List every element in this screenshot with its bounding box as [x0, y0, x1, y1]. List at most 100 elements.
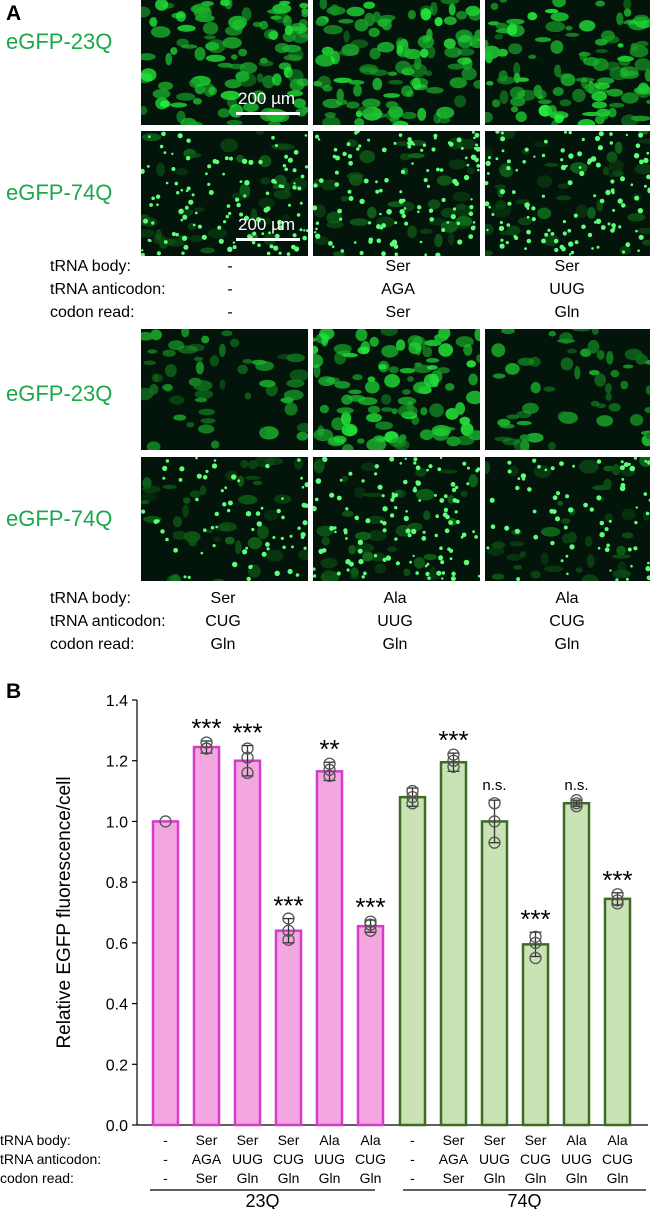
- y-tick-label: 0.2: [106, 1057, 128, 1074]
- micrograph-23q-ala-cug: [485, 329, 650, 450]
- data-point: [159, 815, 172, 828]
- data-point: [611, 894, 624, 907]
- x-category-label: UUG: [561, 1151, 592, 1167]
- data-point: [241, 742, 254, 755]
- cond-label-codon-top: codon read:: [50, 304, 135, 321]
- data-point: [364, 918, 377, 931]
- data-point: [611, 888, 624, 901]
- data-point: [406, 797, 419, 810]
- micrograph-23q-ser-aga: [313, 0, 480, 125]
- x-row-label: tRNA anticodon:: [0, 1151, 101, 1167]
- significance-label: ***: [273, 891, 303, 921]
- significance-label: **: [319, 734, 339, 764]
- significance-label: ***: [602, 865, 632, 895]
- row-label-egfp-23q-top: eGFP-23Q: [6, 29, 113, 54]
- scale-bar-label-bottom: 200 µm: [238, 215, 296, 234]
- panel-b-label: B: [6, 680, 22, 703]
- x-row-label: codon read:: [0, 1170, 74, 1186]
- cond-bottom-2-body: Ala: [383, 590, 407, 607]
- cond-top-1-anticodon: -: [227, 281, 233, 298]
- data-point: [570, 800, 583, 813]
- scale-bar-top: [236, 112, 300, 115]
- bar: [480, 820, 509, 1127]
- x-category-label: UUG: [232, 1151, 263, 1167]
- data-point: [529, 936, 542, 950]
- x-category-label: Ser: [237, 1132, 259, 1148]
- x-category-label: CUG: [602, 1151, 633, 1167]
- cond-top-2-body: Ser: [385, 258, 411, 275]
- bar: [233, 759, 262, 1127]
- x-category-label: UUG: [479, 1151, 510, 1167]
- significance-label: n.s.: [482, 777, 506, 794]
- x-category-label: Ser: [196, 1170, 218, 1186]
- data-point: [447, 760, 460, 773]
- x-category-label: Ala: [360, 1132, 380, 1148]
- data-point: [364, 924, 377, 937]
- cond-top-2-anticodon: AGA: [381, 281, 415, 298]
- x-category-label: Ser: [525, 1132, 547, 1148]
- x-category-label: Ser: [278, 1132, 300, 1148]
- y-tick-label: 1.0: [106, 814, 128, 831]
- cond-top-3-anticodon: UUG: [549, 281, 585, 298]
- bar-chart: 0.0 0.2 0.4 0.6 0.8 1.0 1.2 1.4 Relative EGFP fl…: [0, 693, 648, 1209]
- data-point: [570, 797, 583, 810]
- data-point: [282, 933, 295, 946]
- significance-label: ***: [232, 718, 262, 748]
- data-point: [323, 757, 336, 770]
- bar: [439, 760, 468, 1127]
- micrograph-23q-empty: [141, 0, 308, 125]
- data-point: [323, 769, 336, 783]
- group-label: 23Q: [245, 1191, 279, 1209]
- bar: [274, 929, 303, 1127]
- cond-top-3-body: Ser: [554, 258, 580, 275]
- data-point: [241, 766, 254, 780]
- cond-top-1-codon: -: [227, 304, 233, 321]
- y-tick-label: 0.8: [106, 875, 128, 892]
- panel-a-label: A: [6, 2, 22, 25]
- y-tick-label: 0.4: [106, 997, 128, 1014]
- cond-label-anticodon-bottom: tRNA anticodon:: [50, 613, 166, 630]
- y-tick-label: 1.4: [106, 693, 128, 710]
- data-point: [611, 897, 624, 910]
- data-point: [488, 815, 501, 828]
- data-point: [282, 912, 295, 925]
- data-point: [529, 930, 542, 943]
- bar: [315, 770, 344, 1127]
- data-point: [282, 924, 295, 937]
- y-tick-label: 0.6: [106, 936, 128, 953]
- micrograph-74q-ser-cug: [141, 457, 308, 581]
- data-point: [200, 736, 213, 749]
- x-category-label: Ser: [196, 1132, 218, 1148]
- bar: [398, 795, 427, 1127]
- data-point: [488, 797, 501, 810]
- significance-label: ***: [438, 725, 468, 755]
- x-category-label: Ser: [484, 1132, 506, 1148]
- x-category-label: -: [163, 1151, 168, 1167]
- x-category-label: Gln: [607, 1170, 629, 1186]
- data-point: [447, 754, 460, 767]
- micrograph-74q-ala-cug: [485, 457, 650, 581]
- x-category-label: Gln: [319, 1170, 341, 1186]
- cond-bottom-2-anticodon: UUG: [377, 613, 413, 630]
- cond-label-body-bottom: tRNA body:: [50, 590, 131, 607]
- bar: [192, 745, 221, 1127]
- x-category-label: -: [163, 1132, 168, 1148]
- x-category-label: Ala: [607, 1132, 627, 1148]
- cond-top-2-codon: Ser: [385, 304, 411, 321]
- x-category-label: Gln: [525, 1170, 547, 1186]
- x-category-label: CUG: [273, 1151, 304, 1167]
- micrograph-23q-ser-uug: [485, 0, 650, 125]
- x-category-label: Gln: [484, 1170, 506, 1186]
- y-axis-title: Relative EGFP fluorescence/cell: [54, 776, 75, 1048]
- x-category-label: CUG: [355, 1151, 386, 1167]
- significance-label: ***: [520, 904, 550, 934]
- x-category-label: CUG: [520, 1151, 551, 1167]
- cond-bottom-2-codon: Gln: [382, 636, 408, 653]
- bar: [603, 897, 632, 1127]
- x-category-label: Ser: [443, 1132, 465, 1148]
- micrograph-23q-ser-cug: [141, 329, 308, 450]
- cond-bottom-1-anticodon: CUG: [205, 613, 241, 630]
- x-row-label: tRNA body:: [0, 1132, 71, 1148]
- micrograph-23q-ala-uug: [313, 329, 480, 450]
- data-point: [488, 836, 501, 849]
